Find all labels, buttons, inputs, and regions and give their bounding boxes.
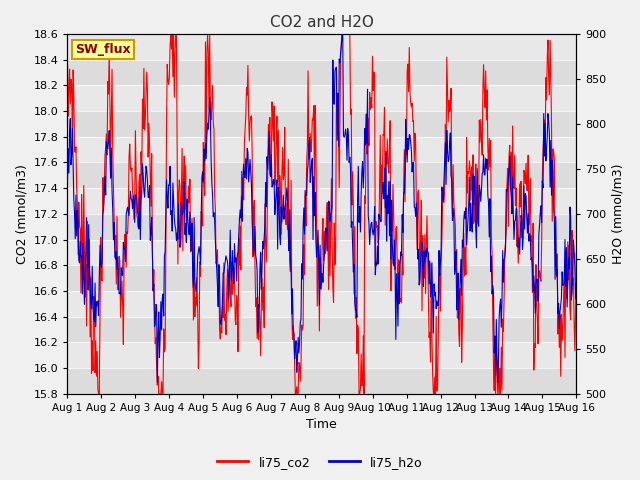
Text: SW_flux: SW_flux bbox=[75, 43, 131, 56]
X-axis label: Time: Time bbox=[307, 419, 337, 432]
Bar bbox=[67, 85, 576, 111]
Bar bbox=[67, 188, 576, 214]
Bar bbox=[67, 240, 576, 265]
Bar bbox=[67, 214, 576, 240]
Bar bbox=[67, 265, 576, 291]
Bar bbox=[67, 60, 576, 85]
Bar bbox=[67, 34, 576, 60]
Title: CO2 and H2O: CO2 and H2O bbox=[270, 15, 374, 30]
Bar bbox=[67, 368, 576, 394]
Y-axis label: H2O (mmol/m3): H2O (mmol/m3) bbox=[612, 164, 625, 264]
Legend: li75_co2, li75_h2o: li75_co2, li75_h2o bbox=[212, 451, 428, 474]
Bar bbox=[67, 137, 576, 162]
Bar bbox=[67, 342, 576, 368]
Y-axis label: CO2 (mmol/m3): CO2 (mmol/m3) bbox=[15, 164, 28, 264]
Bar bbox=[67, 111, 576, 137]
Bar bbox=[67, 317, 576, 342]
Bar bbox=[67, 162, 576, 188]
Bar bbox=[67, 291, 576, 317]
